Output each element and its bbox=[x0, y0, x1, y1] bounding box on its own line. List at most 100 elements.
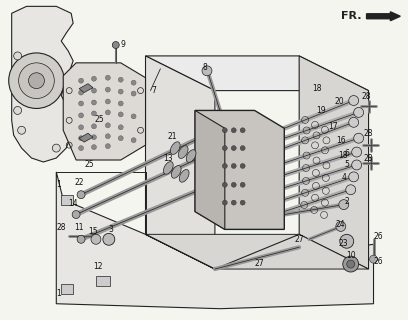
Circle shape bbox=[370, 255, 377, 263]
Text: 1: 1 bbox=[56, 289, 61, 298]
Text: 28: 28 bbox=[56, 223, 66, 232]
Circle shape bbox=[105, 144, 110, 148]
Circle shape bbox=[79, 113, 84, 118]
Circle shape bbox=[91, 135, 96, 140]
Circle shape bbox=[131, 80, 136, 85]
Text: 12: 12 bbox=[93, 261, 103, 271]
Text: 26: 26 bbox=[374, 232, 383, 241]
FancyArrow shape bbox=[366, 12, 400, 21]
Circle shape bbox=[118, 77, 123, 82]
Circle shape bbox=[112, 42, 119, 48]
Text: 6: 6 bbox=[344, 148, 349, 157]
Circle shape bbox=[352, 147, 361, 157]
Text: 19: 19 bbox=[316, 106, 326, 115]
Text: 2: 2 bbox=[344, 197, 349, 206]
Text: 9: 9 bbox=[120, 39, 125, 49]
Circle shape bbox=[105, 123, 110, 128]
Polygon shape bbox=[195, 110, 284, 229]
Circle shape bbox=[79, 125, 84, 130]
Circle shape bbox=[240, 164, 245, 168]
Circle shape bbox=[91, 145, 96, 149]
Circle shape bbox=[343, 256, 359, 272]
Circle shape bbox=[340, 234, 354, 248]
Text: 1: 1 bbox=[56, 180, 61, 189]
Text: 21: 21 bbox=[168, 132, 177, 141]
Text: 25: 25 bbox=[94, 115, 104, 124]
Circle shape bbox=[231, 128, 236, 133]
Text: 18: 18 bbox=[338, 150, 348, 160]
Text: 17: 17 bbox=[328, 122, 338, 131]
Polygon shape bbox=[146, 234, 368, 269]
Circle shape bbox=[231, 200, 236, 205]
Circle shape bbox=[339, 200, 349, 210]
Circle shape bbox=[240, 200, 245, 205]
Polygon shape bbox=[146, 56, 368, 91]
Circle shape bbox=[240, 146, 245, 151]
Text: 28: 28 bbox=[362, 92, 371, 101]
Circle shape bbox=[352, 160, 361, 170]
Circle shape bbox=[13, 107, 22, 114]
Circle shape bbox=[91, 88, 96, 93]
Polygon shape bbox=[12, 6, 73, 162]
Circle shape bbox=[77, 235, 85, 243]
Circle shape bbox=[52, 144, 60, 152]
Text: 4: 4 bbox=[341, 173, 346, 182]
Circle shape bbox=[105, 87, 110, 92]
Circle shape bbox=[91, 234, 101, 244]
Circle shape bbox=[105, 99, 110, 104]
Polygon shape bbox=[146, 56, 215, 269]
Circle shape bbox=[103, 233, 115, 245]
Text: 13: 13 bbox=[164, 154, 173, 163]
Text: 18: 18 bbox=[312, 84, 322, 93]
Circle shape bbox=[354, 133, 364, 143]
Circle shape bbox=[231, 164, 236, 168]
Circle shape bbox=[91, 111, 96, 116]
Text: 8: 8 bbox=[203, 63, 207, 72]
Text: 16: 16 bbox=[336, 136, 346, 145]
Circle shape bbox=[13, 52, 22, 60]
Text: 15: 15 bbox=[88, 227, 98, 236]
Text: 23: 23 bbox=[339, 239, 348, 248]
Circle shape bbox=[118, 101, 123, 106]
Circle shape bbox=[19, 63, 54, 99]
Text: 28: 28 bbox=[364, 129, 373, 138]
Text: 11: 11 bbox=[74, 223, 84, 232]
Circle shape bbox=[9, 53, 64, 108]
Text: 27: 27 bbox=[255, 259, 264, 268]
Text: 28: 28 bbox=[364, 154, 373, 163]
Circle shape bbox=[202, 66, 212, 76]
Circle shape bbox=[349, 117, 359, 127]
Text: 3: 3 bbox=[109, 225, 113, 234]
Text: 7: 7 bbox=[151, 86, 156, 95]
Ellipse shape bbox=[164, 162, 173, 174]
Circle shape bbox=[91, 124, 96, 129]
Circle shape bbox=[336, 221, 346, 231]
Polygon shape bbox=[79, 133, 93, 142]
Circle shape bbox=[79, 90, 84, 95]
Circle shape bbox=[347, 260, 355, 268]
Circle shape bbox=[79, 101, 84, 106]
Text: 22: 22 bbox=[74, 178, 84, 187]
Text: 27: 27 bbox=[294, 235, 304, 244]
Circle shape bbox=[118, 136, 123, 141]
Circle shape bbox=[240, 128, 245, 133]
Circle shape bbox=[91, 100, 96, 105]
Circle shape bbox=[222, 182, 227, 187]
Text: 24: 24 bbox=[336, 220, 346, 229]
Polygon shape bbox=[299, 56, 368, 269]
Text: FR.: FR. bbox=[341, 11, 362, 21]
Text: 25: 25 bbox=[84, 160, 94, 170]
Circle shape bbox=[349, 172, 359, 182]
Circle shape bbox=[231, 146, 236, 151]
Circle shape bbox=[105, 75, 110, 80]
Circle shape bbox=[29, 73, 44, 89]
Circle shape bbox=[18, 126, 26, 134]
Polygon shape bbox=[63, 63, 146, 160]
Ellipse shape bbox=[186, 150, 196, 162]
Circle shape bbox=[222, 128, 227, 133]
Polygon shape bbox=[195, 110, 225, 229]
Circle shape bbox=[131, 114, 136, 119]
Ellipse shape bbox=[171, 165, 181, 178]
Text: 14: 14 bbox=[68, 199, 78, 208]
Circle shape bbox=[222, 164, 227, 168]
